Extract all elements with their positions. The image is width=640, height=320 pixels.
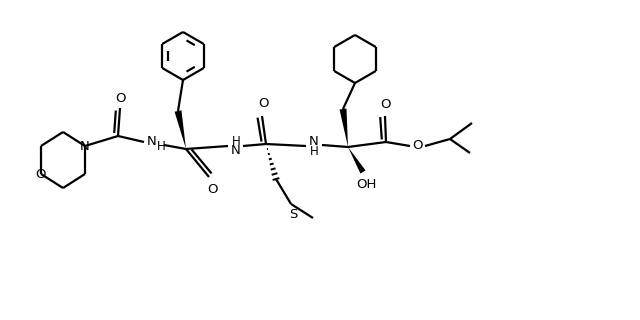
Text: N: N xyxy=(80,140,90,153)
Text: O: O xyxy=(258,97,268,109)
Polygon shape xyxy=(175,110,186,149)
Text: O: O xyxy=(412,139,422,151)
Text: H: H xyxy=(310,145,318,157)
Text: N: N xyxy=(231,143,241,156)
Polygon shape xyxy=(340,108,348,147)
Text: N: N xyxy=(309,134,319,148)
Text: O: O xyxy=(207,182,217,196)
Text: H: H xyxy=(157,140,165,153)
Text: N: N xyxy=(147,134,157,148)
Text: O: O xyxy=(115,92,125,105)
Text: OH: OH xyxy=(356,178,376,190)
Text: O: O xyxy=(380,98,390,110)
Text: S: S xyxy=(289,207,297,220)
Text: O: O xyxy=(35,167,45,180)
Text: H: H xyxy=(232,134,241,148)
Polygon shape xyxy=(348,147,365,173)
